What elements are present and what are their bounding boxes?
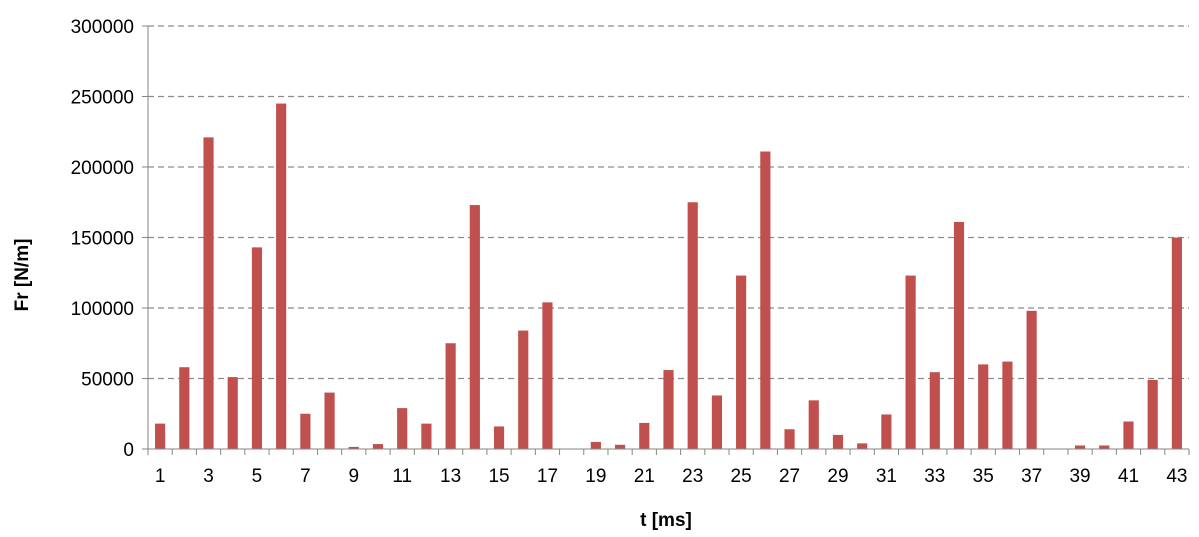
bar [300,413,311,449]
x-tick-label: 1 [155,466,166,487]
bar [978,364,989,449]
bar [1074,445,1086,449]
bar [421,423,432,449]
x-tick-label: 33 [924,466,945,487]
x-tick-label: 43 [1166,466,1187,487]
bar [881,414,892,449]
bar [1147,379,1158,449]
bar [179,367,190,449]
x-tick-label: 3 [203,466,214,487]
x-tick-label: 25 [731,466,752,487]
bar [808,400,819,449]
bar [832,434,844,449]
x-tick-label: 17 [537,466,558,487]
bar [736,275,747,449]
x-tick-label: 11 [392,466,412,487]
bar [639,422,650,449]
y-tick-label: 100000 [71,299,134,320]
x-axis-ticks: 1 3 5 7 9 11 13 15 17 19 21 23 25 27 29 31 33 35 37 39 41 43 [147,449,1190,487]
x-tick-label: 39 [1069,466,1090,487]
bar [324,392,335,449]
x-tick-label: 19 [585,466,606,487]
bar [1123,421,1134,449]
bar [276,103,287,450]
x-tick-label: 27 [779,466,800,487]
bar [372,444,384,449]
bar [857,443,868,449]
bar [614,444,626,449]
bar [590,441,601,449]
x-tick-label: 35 [973,466,994,487]
y-tick-label: 150000 [71,229,134,250]
x-tick-label: 31 [876,466,897,487]
x-tick-label: 7 [300,466,311,487]
bar [227,377,238,449]
bar [905,275,916,449]
bar [493,426,505,449]
bar [518,330,529,449]
x-tick-label: 5 [252,466,263,487]
bar [1171,237,1182,449]
y-tick-label: 50000 [81,370,134,391]
bar [1026,310,1037,449]
bar [687,202,698,449]
x-tick-label: 23 [682,466,703,487]
x-tick-label: 41 [1118,466,1139,487]
bar [542,302,553,449]
y-tick-label: 250000 [71,88,134,109]
bar [348,446,359,449]
bar [929,372,940,449]
x-tick-label: 37 [1021,466,1042,487]
bar [784,429,795,449]
x-tick-label: 15 [488,466,509,487]
bar [203,137,214,449]
x-axis-title: t [ms] [640,510,692,531]
bar [445,343,456,449]
x-tick-label: 13 [440,466,461,487]
y-tick-label: 0 [123,440,134,461]
y-tick-label: 200000 [71,158,134,179]
bar [1002,361,1013,449]
bar [251,247,263,449]
bar [1099,445,1110,449]
x-tick-label: 9 [348,466,359,487]
bar [711,395,723,449]
y-tick-label: 300000 [71,17,134,38]
x-tick-label: 29 [827,466,848,487]
y-axis-ticks: 0 50000 100000 150000 200000 250000 300000 [71,17,148,461]
bar [469,205,480,449]
bar [397,408,408,449]
x-tick-label: 21 [634,466,655,487]
bar [953,221,965,449]
bar [663,370,674,449]
bar [155,423,166,449]
bar [760,151,771,450]
bars [155,103,1182,450]
y-axis-title: Fr [N/m] [12,239,33,312]
